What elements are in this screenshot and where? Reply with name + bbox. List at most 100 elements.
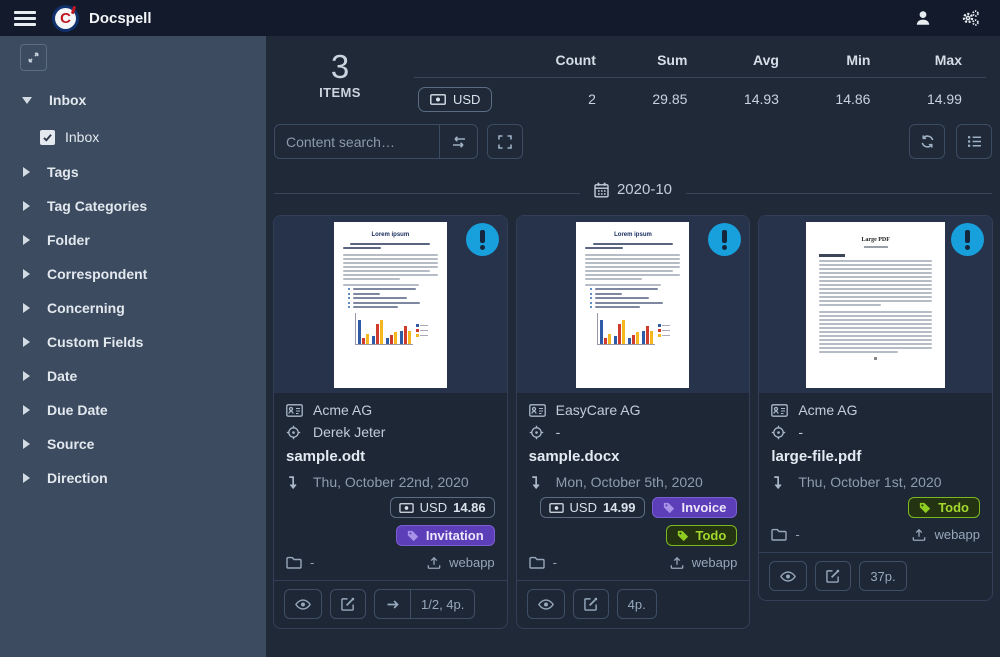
upload-icon [912,528,926,542]
upload-icon [427,556,441,570]
amount-badge: USD 14.86 [389,497,495,518]
item-card[interactable]: Lorem ipsum [273,215,508,629]
items-label: ITEMS [319,84,361,100]
new-item-badge-icon [951,223,984,256]
stats-value-count: 2 [588,91,596,107]
tag-icon [663,502,675,514]
edit-button[interactable] [572,589,609,619]
view-button[interactable] [769,561,808,591]
tag-label: Invoice [681,500,727,515]
sync-icon [921,135,933,148]
tag-icon [919,502,931,514]
content-search-input[interactable] [274,124,440,159]
checkbox-label: Inbox [65,129,100,145]
select-mode-button[interactable] [956,124,992,159]
sidebar-section-label: Correspondent [47,266,148,282]
pages-button[interactable]: 37p. [859,561,907,591]
item-card[interactable]: Lorem ipsum [515,215,751,629]
sidebar-section-direction[interactable]: Direction [20,461,266,495]
sidebar-section-label: Tag Categories [47,198,148,214]
sidebar-section-label: Tags [47,164,79,180]
card-actions: 4p. [516,580,750,628]
stats-table: Count Sum Avg Min Max USD 2 29.85 14.93 … [414,50,986,112]
edit-button[interactable] [815,561,852,591]
list-icon [967,136,981,147]
stats-value-min: 14.86 [835,91,871,107]
sidebar-section-tag-categories[interactable]: Tag Categories [20,189,266,223]
correspondent-row: Acme AG [286,402,495,418]
badge-row: USD 14.99 Invoice Todo [529,497,738,546]
currency-badge: USD [418,87,493,112]
chevron-right-icon [23,337,30,347]
stats-header-sum: Sum [619,50,712,78]
sidebar-section-source[interactable]: Source [20,427,266,461]
sidebar-section-tags[interactable]: Tags [20,155,266,189]
item-card[interactable]: Large PDF [758,215,993,601]
item-preview[interactable]: Lorem ipsum [274,216,507,393]
eye-icon [295,598,311,610]
preview-thumbnail: Lorem ipsum [576,221,690,388]
correspondent-row: EasyCare AG [528,402,738,418]
chevron-right-icon [23,201,30,211]
concerning-row: - [771,424,980,440]
sidebar-section-date[interactable]: Date [20,359,266,393]
tag-badge[interactable]: Todo [665,525,738,546]
amount-value: 14.86 [453,500,486,515]
main-panel: 3 ITEMS Count Sum Avg Min Max USD [266,36,1000,657]
inbox-filter-checkbox[interactable]: Inbox [40,123,266,151]
tag-badge[interactable]: Invitation [395,525,495,546]
chevron-right-icon [23,439,30,449]
address-card-icon [528,403,546,417]
chevron-right-icon [23,269,30,279]
correspondent-row: Acme AG [771,402,980,418]
menu-icon[interactable] [14,10,36,26]
view-button[interactable] [526,589,565,619]
tag-label: Todo [938,500,969,515]
view-button[interactable] [284,589,322,619]
sidebar-section-due-date[interactable]: Due Date [20,393,266,427]
edit-button[interactable] [330,589,366,619]
sidebar-section-label: Direction [47,470,108,486]
item-name: large-file.pdf [771,448,862,465]
new-item-badge-icon [465,223,499,256]
crosshair-icon [771,425,788,440]
folder-source-row: - webapp [286,555,495,570]
refresh-button[interactable] [909,124,945,159]
sidebar-section-concerning[interactable]: Concerning [20,291,266,325]
fullscreen-button[interactable] [487,124,523,159]
money-bill-icon [430,94,446,105]
crosshair-icon [529,425,546,440]
expand-sidebar-icon[interactable] [20,44,47,71]
item-preview[interactable]: Lorem ipsum [516,216,750,393]
sidebar-section-correspondent[interactable]: Correspondent [20,257,266,291]
sidebar-section-label: Source [47,436,95,452]
sidebar-section-custom-fields[interactable]: Custom Fields [20,325,266,359]
chevron-right-icon [23,371,30,381]
cogs-icon[interactable] [960,9,980,27]
sidebar-section-inbox[interactable]: Inbox [20,83,266,117]
sidebar-section-folder[interactable]: Folder [20,223,266,257]
filter-sidebar: Inbox Inbox Tags Tag Categories [0,36,266,657]
item-preview[interactable]: Large PDF [759,216,992,393]
preview-title: Large PDF [861,236,890,243]
next-attachment-button[interactable] [375,590,410,618]
swap-search-mode-button[interactable] [440,124,478,159]
item-meta: Acme AG - large-file.pdf Thu, October 1s… [759,393,992,552]
sidebar-section-label: Inbox [49,92,87,108]
chevron-right-icon [23,303,30,313]
stats-value-max: 14.99 [926,91,962,107]
pages-button[interactable]: 1/2, 4p. [410,590,474,618]
tag-badge[interactable]: Invoice [651,497,738,518]
chevron-right-icon [23,473,30,483]
user-icon[interactable] [914,9,932,27]
pages-button[interactable]: 4p. [616,589,657,619]
folder-icon [286,556,302,569]
source-value: webapp [934,527,980,542]
chevron-right-icon [23,405,30,415]
card-actions: 1/2, 4p. [274,580,507,628]
tag-badge[interactable]: Todo [908,497,980,518]
chevron-down-icon [22,96,32,104]
docspell-logo[interactable]: C [52,4,79,32]
concerning-name: - [798,424,803,440]
